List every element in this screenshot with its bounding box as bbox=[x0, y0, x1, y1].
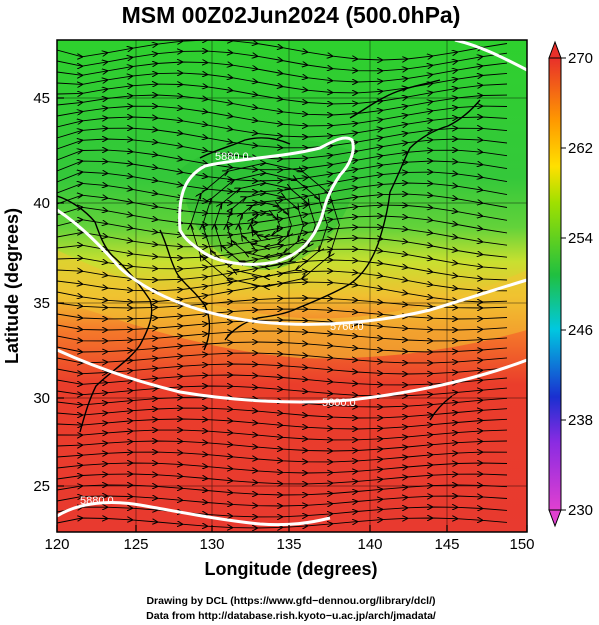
colorbar-top-triangle bbox=[548, 40, 562, 59]
drawing-credit: Drawing by DCL (https://www.gfd−dennou.o… bbox=[146, 595, 435, 607]
height-contours bbox=[57, 40, 527, 527]
x-tick-label: 145 bbox=[434, 536, 459, 553]
x-axis: 120 125 130 135 140 145 150 Longitude (d… bbox=[44, 525, 535, 579]
x-tick-label: 140 bbox=[357, 536, 382, 553]
colorbar-tick-label: 238 bbox=[568, 412, 593, 429]
contour-line-north bbox=[178, 136, 355, 266]
map-plot-area: 5880.0 5760.0 5600.0 5880.0 bbox=[56, 39, 528, 533]
colorbar-tick-label: 254 bbox=[568, 230, 593, 247]
y-axis: 25 30 35 40 45 Latitude (degrees) bbox=[2, 90, 64, 495]
y-tick-label: 45 bbox=[33, 90, 50, 107]
y-tick-label: 30 bbox=[33, 390, 50, 407]
y-tick-label: 35 bbox=[33, 295, 50, 312]
colorbar-tick-label: 270 bbox=[568, 50, 593, 67]
y-tick-label: 40 bbox=[33, 195, 50, 212]
streamline bbox=[57, 518, 508, 528]
x-tick-label: 125 bbox=[123, 536, 148, 553]
x-tick-label: 135 bbox=[276, 536, 301, 553]
data-credit: Data from http://database.rish.kyoto−u.a… bbox=[146, 610, 436, 622]
plot-frame bbox=[56, 39, 528, 533]
colorbar-tick-label: 230 bbox=[568, 502, 593, 519]
colorbar-tick-label: 262 bbox=[568, 140, 593, 157]
contour-line-5880 bbox=[57, 501, 331, 527]
y-tick-label: 25 bbox=[33, 478, 50, 495]
x-tick-label: 150 bbox=[509, 536, 534, 553]
y-axis-label: Latitude (degrees) bbox=[2, 208, 22, 364]
x-tick-label: 120 bbox=[44, 536, 69, 553]
contour-label-4: 5880.0 bbox=[80, 495, 114, 507]
streamline bbox=[57, 430, 508, 440]
x-tick-label: 130 bbox=[199, 536, 224, 553]
contour-label-2: 5760.0 bbox=[330, 321, 364, 333]
x-axis-label: Longitude (degrees) bbox=[204, 559, 377, 579]
streamline bbox=[57, 419, 508, 429]
streamline bbox=[191, 163, 340, 287]
streamline bbox=[57, 408, 508, 418]
colorbar-bottom-triangle bbox=[548, 509, 562, 528]
colorbar: 270 262 254 246 238 230 bbox=[548, 40, 593, 528]
colorbar-scale bbox=[548, 57, 562, 511]
contour-label-1: 5880.0 bbox=[215, 151, 249, 163]
wind-streamlines bbox=[57, 40, 508, 528]
contour-line-northeast bbox=[454, 40, 527, 72]
contour-label-3: 5600.0 bbox=[322, 397, 356, 409]
contour-line-5760 bbox=[57, 208, 527, 326]
contour-line-5600 bbox=[57, 348, 527, 404]
chart-title: MSM 00Z02Jun2024 (500.0hPa) bbox=[122, 2, 461, 28]
colorbar-tick-label: 246 bbox=[568, 322, 593, 339]
